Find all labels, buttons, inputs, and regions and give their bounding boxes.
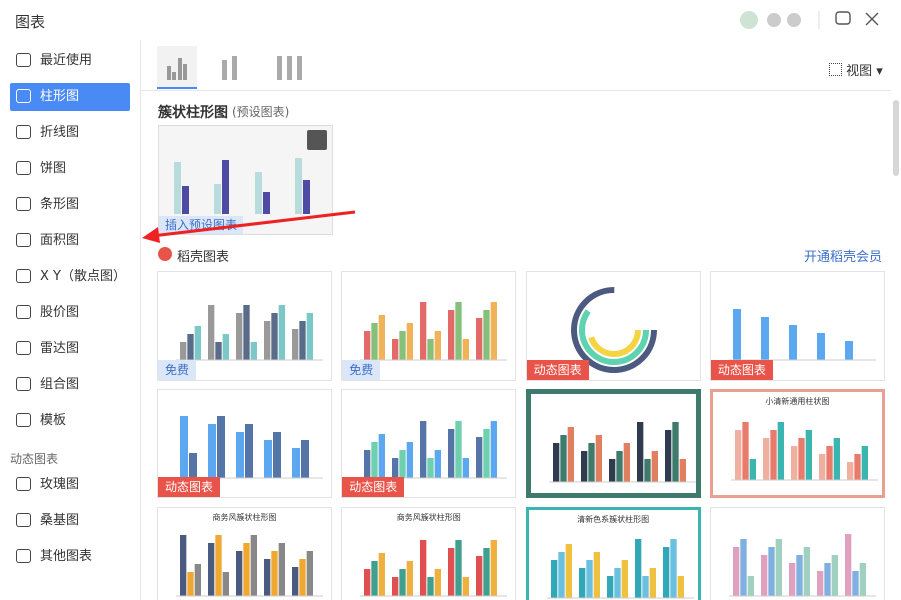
thumbnail — [176, 305, 323, 361]
template-card[interactable]: 动态图表 — [341, 389, 517, 498]
sidebar-icon — [16, 513, 31, 527]
template-card[interactable]: 清新色系簇状柱形图 — [525, 507, 701, 600]
sidebar-icon — [16, 53, 31, 67]
sidebar-icon — [16, 305, 31, 319]
thumbnail — [360, 421, 508, 479]
sidebar-label: 桑基图 — [40, 513, 80, 528]
sidebar-label: 柱形图 — [40, 89, 80, 104]
template-card[interactable]: 动态图表 — [525, 271, 701, 381]
thumbnail — [570, 287, 657, 373]
sidebar-icon — [16, 377, 31, 391]
chart-subtype-tabs[interactable] — [157, 46, 307, 90]
sidebar-item[interactable]: 饼图 — [10, 155, 130, 183]
thumbnail — [360, 540, 508, 597]
sidebar-icon — [16, 341, 31, 355]
thumbnail — [360, 302, 508, 361]
preset-subtitle: (预设图表) — [232, 105, 290, 119]
template-card[interactable]: 动态图表 — [157, 389, 332, 498]
sidebar-item[interactable]: 玫瑰图 — [10, 471, 130, 499]
sidebar-label: 其他图表 — [40, 549, 93, 564]
sidebar-icon — [16, 269, 31, 283]
thumbnail — [176, 416, 323, 479]
annotation-arrow — [142, 210, 356, 243]
sidebar-label: 面积图 — [40, 233, 80, 248]
view-button[interactable]: 视图 ▾ — [829, 60, 883, 79]
sidebar-item[interactable]: 雷达图 — [10, 335, 130, 363]
sidebar-item[interactable]: 桑基图 — [10, 507, 130, 535]
sidebar-item[interactable]: 面积图 — [10, 227, 130, 255]
thumbnail — [548, 422, 696, 483]
sidebar-label: 模板 — [40, 413, 67, 428]
template-card[interactable] — [525, 389, 701, 498]
sidebar-label: 雷达图 — [40, 341, 80, 356]
sidebar-label: 玫瑰图 — [40, 477, 80, 492]
thumbnail — [730, 422, 878, 481]
card-badge: 动态图表 — [526, 360, 589, 380]
thumbnail — [176, 535, 323, 597]
sidebar-icon — [16, 89, 31, 103]
sidebar-item[interactable]: 柱形图 — [10, 83, 130, 111]
sidebar-label: 最近使用 — [40, 53, 93, 68]
sidebar-label: 折线图 — [40, 125, 80, 140]
sidebar-icon — [16, 549, 31, 563]
scrollbar[interactable] — [893, 100, 899, 176]
sidebar-item[interactable]: 模板 — [10, 407, 130, 435]
store-icon — [158, 247, 172, 261]
card-title: 商务风簇状柱形图 — [396, 513, 461, 522]
card-badge: 免费 — [342, 360, 381, 380]
dialog-title: 图表 — [15, 13, 46, 31]
sidebar-icon — [16, 233, 31, 247]
template-card[interactable]: 小清新通用柱状图 — [709, 389, 885, 498]
sidebar-icon — [16, 413, 31, 427]
thumbnail — [728, 534, 876, 597]
preset-title: 簇状柱形图 — [158, 105, 228, 121]
sidebar-section: 动态图表 — [10, 452, 59, 466]
sidebar-label: 股价图 — [40, 305, 80, 320]
window-controls — [740, 11, 879, 29]
thumbnail — [546, 539, 694, 599]
sidebar-item[interactable]: 其他图表 — [10, 543, 130, 571]
sidebar-label: 条形图 — [40, 197, 80, 212]
sidebar-item[interactable]: 股价图 — [10, 299, 130, 327]
sidebar-item[interactable]: 折线图 — [10, 119, 130, 147]
sidebar-label: X Y（散点图） — [40, 269, 126, 284]
card-title: 小清新通用柱状图 — [765, 397, 830, 406]
template-card[interactable]: 动态图表 — [709, 271, 885, 381]
template-card[interactable] — [709, 507, 885, 600]
template-card[interactable]: 商务风簇状柱形图 — [341, 507, 517, 600]
card-badge: 动态图表 — [710, 360, 773, 380]
template-card[interactable]: 商务风簇状柱形图 — [157, 507, 332, 600]
sidebar-item[interactable]: X Y（散点图） — [10, 263, 130, 291]
view-label: 视图 — [846, 64, 873, 79]
sidebar-label: 组合图 — [40, 377, 80, 392]
card-badge: 免费 — [158, 360, 197, 380]
sidebar-item[interactable]: 最近使用 — [10, 47, 130, 75]
template-card[interactable]: 免费 — [341, 271, 517, 381]
sidebar-icon — [16, 197, 31, 211]
sidebar-icon — [16, 125, 31, 139]
vip-link[interactable]: 开通稻壳会员 — [804, 250, 883, 265]
card-badge: 动态图表 — [342, 477, 405, 497]
card-title: 商务风簇状柱形图 — [212, 513, 277, 522]
card-badge: 动态图表 — [158, 477, 221, 497]
sidebar-label: 饼图 — [40, 161, 67, 176]
sidebar-icon — [16, 161, 31, 175]
sidebar-item[interactable]: 组合图 — [10, 371, 130, 399]
card-title: 清新色系簇状柱形图 — [577, 515, 650, 524]
sidebar-item[interactable]: 条形图 — [10, 191, 130, 219]
template-card[interactable]: 免费 — [157, 271, 332, 381]
sidebar-icon — [16, 477, 31, 491]
store-title: 稻壳图表 — [177, 250, 230, 265]
